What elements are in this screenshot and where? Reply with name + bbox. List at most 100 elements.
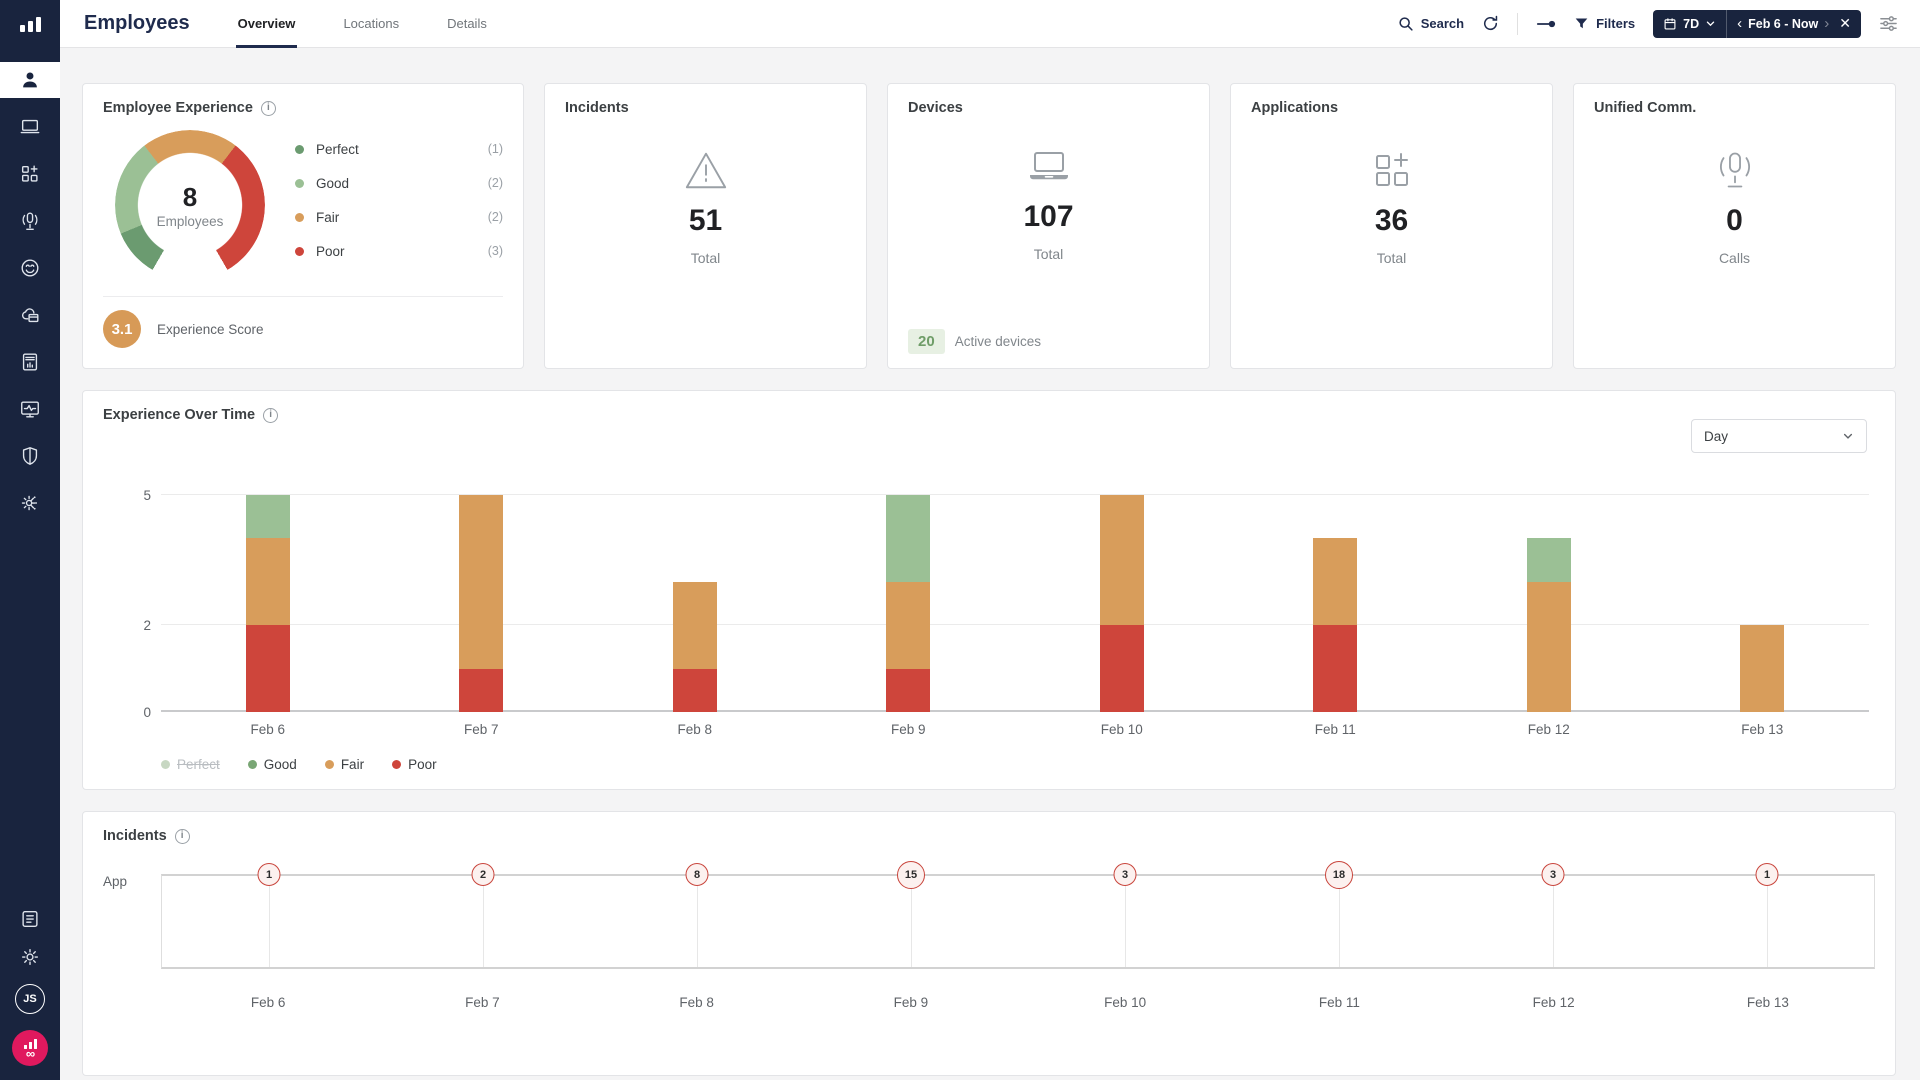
y-tick-label: 5 [143,487,151,503]
topbar-actions: Search Filters 7D [1397,9,1898,38]
y-tick-label: 2 [143,618,151,633]
tab-overview[interactable]: Overview [235,0,298,48]
legend-item-perfect[interactable]: Perfect (1) [295,132,503,166]
applications-total-label: Total [1376,250,1407,266]
sidebar-item-devices[interactable] [0,109,60,145]
x-tick-label: Feb 10 [1100,722,1143,737]
topbar: Employees Overview Locations Details Sea… [60,0,1920,48]
user-avatar[interactable]: JS [0,984,60,1014]
range-selector[interactable]: 7D [1653,10,1726,38]
chevron-down-icon [1705,18,1716,29]
stacked-bar [1740,625,1785,712]
divider [103,296,503,297]
incident-count-marker[interactable]: 2 [471,863,495,886]
incident-count-marker[interactable]: 3 [1113,863,1137,886]
sidebar-item-applications[interactable] [0,156,60,192]
timeline-column-feb11: 18 [1232,861,1446,967]
card-title: Applications [1251,100,1339,116]
tabs: Overview Locations Details [235,0,533,48]
incident-count-marker[interactable]: 15 [897,861,925,889]
sidebar-item-monitoring[interactable] [0,391,60,427]
sidebar-item-cloud-services[interactable] [0,297,60,333]
info-icon[interactable]: i [260,100,276,116]
chart-legend-item-perfect[interactable]: Perfect [161,757,220,772]
sidebar: JS ∞ [0,0,60,1080]
incidents-total-label: Total [690,250,721,266]
interval-dropdown[interactable]: Day [1691,419,1867,453]
info-icon[interactable]: i [174,828,190,844]
gear-circuit-icon [19,492,41,514]
legend-label: Good [316,175,350,191]
bar-column-feb9 [802,467,1016,712]
sidebar-item-security[interactable] [0,438,60,474]
x-tick-label: Feb 12 [1532,995,1575,1010]
prev-range-icon[interactable]: ‹ [1737,15,1743,32]
x-tick-label: Feb 6 [250,722,286,737]
legend-dot [295,144,304,154]
incident-count-marker[interactable]: 8 [685,863,709,886]
stacked-bar [1099,494,1144,712]
legend-item-poor[interactable]: Poor (3) [295,234,503,268]
incident-count-marker[interactable]: 18 [1325,861,1353,889]
y-tick-label: 0 [143,705,151,720]
bar-segment-poor [672,668,717,712]
sidebar-item-employees[interactable] [0,62,60,98]
chart-legend-item-fair[interactable]: Fair [324,757,365,772]
card-title: Incidents [565,100,629,116]
x-tick-label: Feb 9 [890,722,926,737]
stacked-bar [1526,538,1571,712]
chart-legend-item-good[interactable]: Good [247,757,297,772]
search-button[interactable]: Search [1397,15,1464,32]
legend-label: Perfect [316,141,359,157]
incidents-lane: 1 2 8 15 3 18 3 1 [161,861,1875,969]
refresh-button[interactable] [1482,15,1499,32]
timeline-gridline [269,876,270,967]
brand-logo[interactable]: ∞ [0,1030,60,1066]
sidebar-item-experience[interactable] [0,250,60,286]
sidebar-item-unified-comm[interactable] [0,203,60,239]
logo-bars-icon [19,16,41,32]
sidebar-nav [0,62,60,532]
tab-locations[interactable]: Locations [343,16,400,31]
search-icon [1397,15,1414,32]
x-tick-label: Feb 7 [463,722,499,737]
display-settings-button[interactable] [1879,14,1898,33]
legend-item-fair[interactable]: Fair (2) [295,200,503,234]
incident-count-marker[interactable]: 1 [1755,863,1779,886]
timeline-column-feb7: 2 [376,863,590,967]
timeline-gridline [483,876,484,967]
sidebar-item-reports[interactable] [0,344,60,380]
legend-dot [295,246,304,256]
legend-dot [324,760,334,769]
devices-total-value: 107 [1023,200,1074,233]
timeline-gridline [911,876,912,967]
tab-details[interactable]: Details [447,16,487,31]
devices-card[interactable]: Devices 107 Total 20 Active devices [887,83,1210,369]
legend-count: (2) [487,176,503,190]
remote-action-toggle[interactable] [1536,17,1556,31]
applications-card[interactable]: Applications 36 Total [1230,83,1553,369]
sidebar-item-automation[interactable] [0,485,60,521]
x-tick-label: Feb 9 [893,995,929,1010]
unified-comm-card[interactable]: Unified Comm. 0 Calls [1573,83,1896,369]
incidents-card[interactable]: Incidents 51 Total [544,83,867,369]
app-logo[interactable] [0,0,60,48]
next-range-icon[interactable]: › [1824,15,1830,32]
bar-column-feb13 [1656,467,1870,712]
sidebar-item-settings[interactable] [0,946,60,968]
clear-range-icon[interactable]: ✕ [1839,15,1851,31]
legend-item-good[interactable]: Good (2) [295,166,503,200]
sliders-icon [1879,14,1898,33]
gridline-y2 [161,624,1869,625]
legend-label: Fair [340,757,365,772]
incident-count-marker[interactable]: 1 [257,863,281,886]
bar-segment-good [886,494,931,582]
stacked-bar [886,494,931,712]
chart-legend-item-poor[interactable]: Poor [392,757,437,772]
sidebar-item-documentation[interactable] [0,908,60,930]
incident-count-marker[interactable]: 3 [1541,863,1565,886]
filters-button[interactable]: Filters [1574,16,1635,31]
legend-dot [295,178,304,188]
stacked-bar [1313,538,1358,712]
info-icon[interactable]: i [263,407,279,423]
